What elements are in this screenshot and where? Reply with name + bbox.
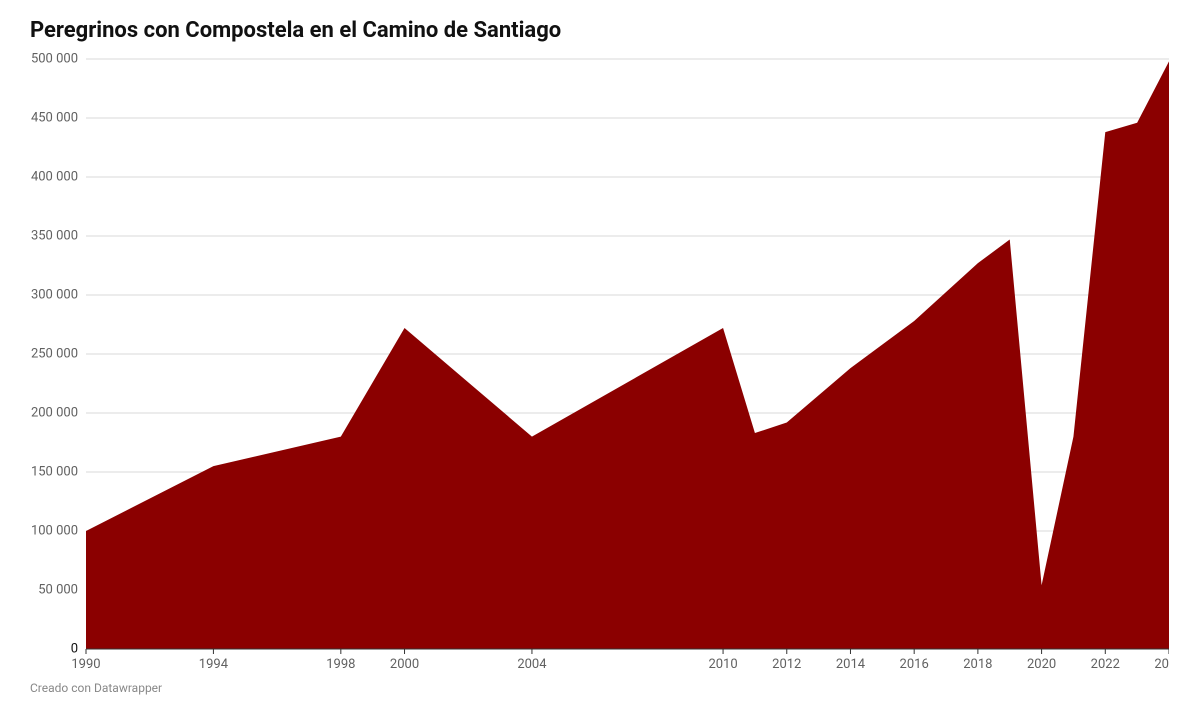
svg-text:200 000: 200 000 (31, 405, 78, 420)
svg-text:300 000: 300 000 (31, 287, 78, 302)
svg-text:2014: 2014 (836, 657, 866, 672)
svg-text:2018: 2018 (963, 657, 992, 672)
svg-text:2016: 2016 (900, 657, 929, 672)
svg-text:1994: 1994 (199, 657, 229, 672)
svg-text:250 000: 250 000 (31, 346, 78, 361)
svg-text:400 000: 400 000 (31, 169, 78, 184)
svg-text:1998: 1998 (326, 657, 355, 672)
area-chart-svg: 0 50 000 100 000 150 000 200 000 250 000 300 0… (30, 49, 1169, 679)
svg-text:2020: 2020 (1027, 657, 1056, 672)
svg-text:2012: 2012 (772, 657, 801, 672)
svg-text:2024: 2024 (1154, 657, 1169, 672)
svg-text:450 000: 450 000 (31, 110, 78, 125)
svg-text:2004: 2004 (517, 657, 547, 672)
chart-area: 0 50 000 100 000 150 000 200 000 250 000 300 0… (30, 49, 1169, 679)
svg-text:2000: 2000 (390, 657, 419, 672)
svg-text:150 000: 150 000 (31, 464, 78, 479)
svg-text:2022: 2022 (1091, 657, 1120, 672)
svg-text:350 000: 350 000 (31, 228, 78, 243)
svg-text:2010: 2010 (708, 657, 737, 672)
svg-text:1990: 1990 (71, 657, 100, 672)
credit-line: Creado con Datawrapper (30, 681, 1169, 695)
svg-text:500 000: 500 000 (31, 51, 78, 66)
svg-text:0: 0 (71, 641, 78, 656)
svg-text:100 000: 100 000 (31, 523, 78, 538)
chart-title: Peregrinos con Compostela en el Camino d… (30, 18, 1169, 43)
svg-text:50 000: 50 000 (38, 582, 78, 597)
